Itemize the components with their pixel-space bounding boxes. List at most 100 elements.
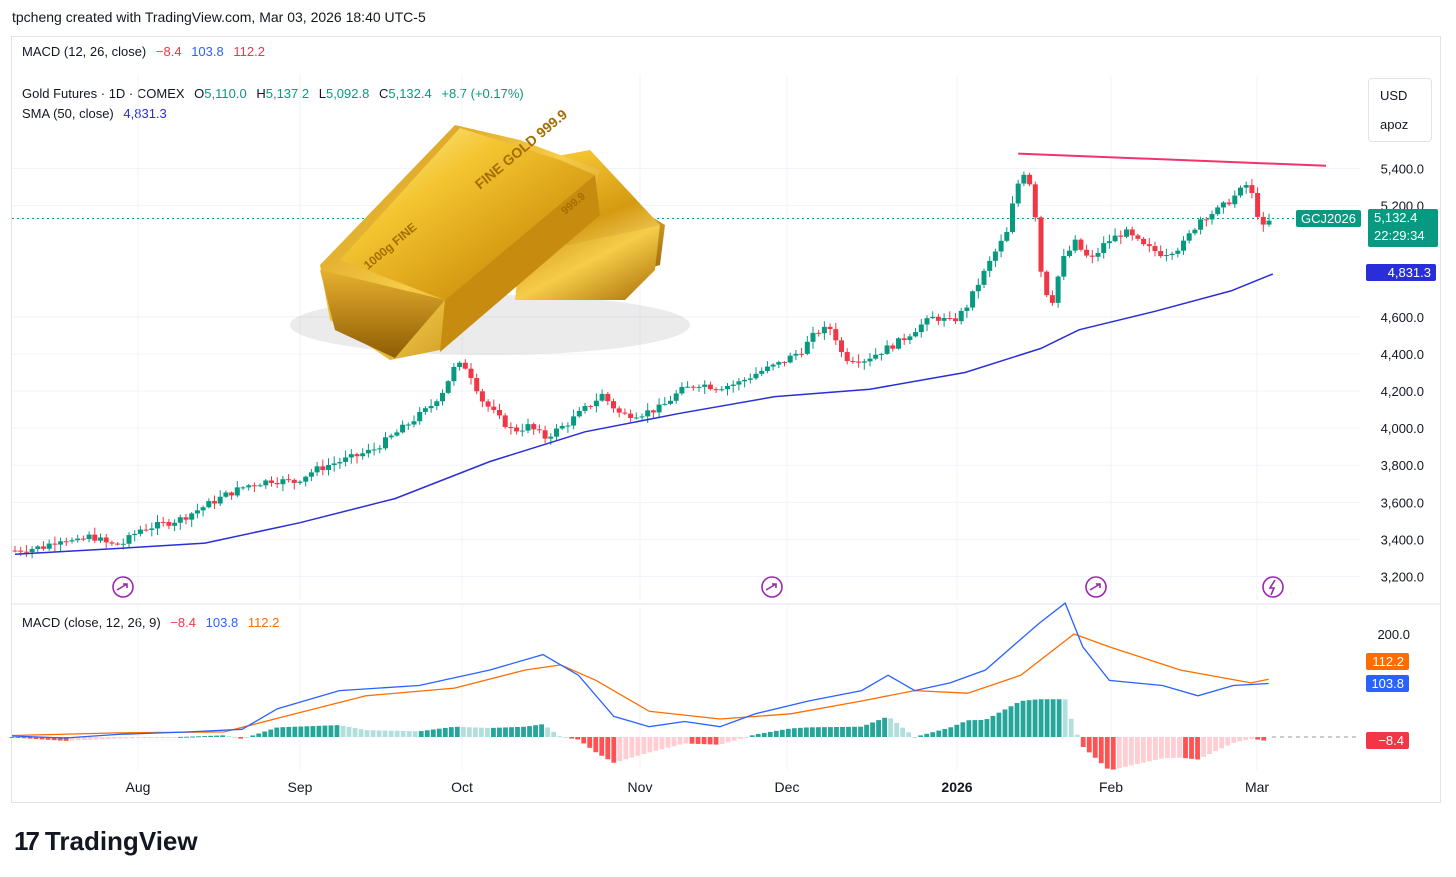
candle-body xyxy=(981,270,987,285)
candle-body xyxy=(331,463,337,466)
candle-body xyxy=(650,410,656,413)
macd-hist-bar xyxy=(629,737,635,758)
candle-body xyxy=(23,551,29,553)
macd-hist-bar xyxy=(280,727,286,737)
macd-hist-bar xyxy=(39,737,45,740)
tradingview-logo[interactable]: 17 TradingView xyxy=(14,826,198,857)
candle-body xyxy=(451,366,457,382)
macd-hist-bar xyxy=(894,722,900,737)
macd-hist-bar xyxy=(160,737,165,738)
candle-body xyxy=(365,449,371,454)
sma-legend[interactable]: SMA (50, close) 4,831.3 xyxy=(22,106,173,121)
price-tick-label: 4,000.0 xyxy=(1381,421,1424,436)
candle-body xyxy=(1163,255,1169,257)
macd-hist-bar xyxy=(1104,737,1110,769)
macd-hist-bar xyxy=(33,737,39,740)
candle-body xyxy=(126,535,132,544)
candle-body xyxy=(120,543,126,545)
candle-body xyxy=(1158,251,1164,257)
candle-body xyxy=(200,507,206,511)
candle-body xyxy=(508,427,514,429)
sma-price-tag[interactable]: 4,831.3 xyxy=(1366,264,1436,281)
candle-body xyxy=(291,479,297,483)
time-tick-label: Sep xyxy=(288,779,313,795)
macd-hist-bar xyxy=(262,731,268,737)
price-axis[interactable]: 5,400.05,200.04,600.04,400.04,200.04,000… xyxy=(1381,162,1424,585)
price-tick-label: 4,600.0 xyxy=(1381,310,1424,325)
resistance-trendline[interactable] xyxy=(1018,152,1327,167)
macd-hist-bar xyxy=(1207,737,1212,755)
macd-hist-bar xyxy=(406,731,412,737)
dividend-marker-icon[interactable] xyxy=(1085,576,1107,598)
macd-hist-bar xyxy=(527,726,532,737)
time-axis[interactable]: Aug Sep Oct Nov Dec 2026 Feb Mar xyxy=(126,779,1270,795)
price-tick-label: 4,400.0 xyxy=(1381,347,1424,362)
candle-body xyxy=(92,534,98,541)
candle-body xyxy=(1072,239,1078,251)
symbol-legend[interactable]: Gold Futures · 1D · COMEX O5,110.0 H5,13… xyxy=(22,86,530,101)
candle-body xyxy=(1141,238,1147,245)
candle-body xyxy=(542,430,548,439)
macd-hist-bar xyxy=(424,730,430,737)
macd-hist-bar xyxy=(659,737,665,750)
time-tick-label: Mar xyxy=(1245,779,1269,795)
sma-value: 4,831.3 xyxy=(123,106,167,121)
candle-body xyxy=(628,413,634,419)
macd-hist-bar xyxy=(599,737,605,756)
candle-body xyxy=(1215,207,1221,215)
candle-body xyxy=(1175,250,1181,254)
candle-body xyxy=(599,393,605,401)
candle-body xyxy=(388,435,394,438)
macd-hist-bar xyxy=(713,737,719,745)
candle-body xyxy=(1038,217,1044,272)
dividend-marker-icon[interactable] xyxy=(112,576,134,598)
ticker-tag[interactable]: GCJ2026 xyxy=(1296,210,1361,227)
candle-body xyxy=(240,487,246,489)
lightning-event-icon[interactable] xyxy=(1262,576,1284,598)
macd-hist-bar xyxy=(665,737,671,748)
macd-hist-bar xyxy=(1147,737,1152,762)
candle-body xyxy=(280,479,286,485)
macd-hist-bar xyxy=(1165,737,1170,759)
macd-line-tag[interactable]: 103.8 xyxy=(1366,675,1409,692)
last-price-tag[interactable]: 5,132.4 22:29:34 xyxy=(1368,209,1438,247)
candle-body xyxy=(18,550,24,552)
candle-body xyxy=(1238,187,1243,196)
candle-body xyxy=(1124,229,1129,237)
candle-body xyxy=(229,492,235,496)
candle-body xyxy=(1203,219,1209,221)
candle-body xyxy=(1021,174,1027,184)
macd-hist-bar xyxy=(1225,737,1231,746)
macd-hist-bar xyxy=(773,730,779,737)
candle-body xyxy=(525,424,531,431)
macd-hist-bar xyxy=(214,735,220,737)
candle-body xyxy=(491,406,497,410)
macd-hist-bar xyxy=(749,735,755,737)
candle-body xyxy=(189,513,195,520)
macd-signal-tag[interactable]: 112.2 xyxy=(1366,653,1409,670)
candle-body xyxy=(970,291,976,308)
top-macd-legend[interactable]: MACD (12, 26, close) −8.4 103.8 112.2 xyxy=(22,44,271,59)
macd-hist-bar xyxy=(117,737,123,739)
candle-body xyxy=(1112,235,1118,242)
macd-hist-bar xyxy=(755,733,761,737)
macd-axis[interactable]: 200.0 xyxy=(1377,627,1410,642)
macd-hist-bar xyxy=(1080,737,1086,747)
candle-body xyxy=(548,436,554,439)
macd-hist-bar xyxy=(196,736,201,738)
macd-hist-bar xyxy=(767,731,773,737)
macd-hist-tag[interactable]: −8.4 xyxy=(1366,732,1409,749)
candle-body xyxy=(428,405,434,409)
tradingview-logo-text: TradingView xyxy=(44,826,198,856)
unit-box[interactable]: USD apoz xyxy=(1368,78,1432,142)
macd-hist-bar xyxy=(1050,699,1056,737)
macd-hist-bar xyxy=(611,737,617,763)
macd-legend[interactable]: MACD (close, 12, 26, 9) −8.4 103.8 112.2 xyxy=(22,615,285,630)
macd-hist-bar xyxy=(1014,703,1020,737)
candle-body xyxy=(810,332,816,342)
dividend-marker-icon[interactable] xyxy=(761,576,783,598)
macd-hist-bar xyxy=(731,737,737,741)
macd-hist-bar xyxy=(930,732,936,737)
macd-hist-bar xyxy=(870,722,875,737)
